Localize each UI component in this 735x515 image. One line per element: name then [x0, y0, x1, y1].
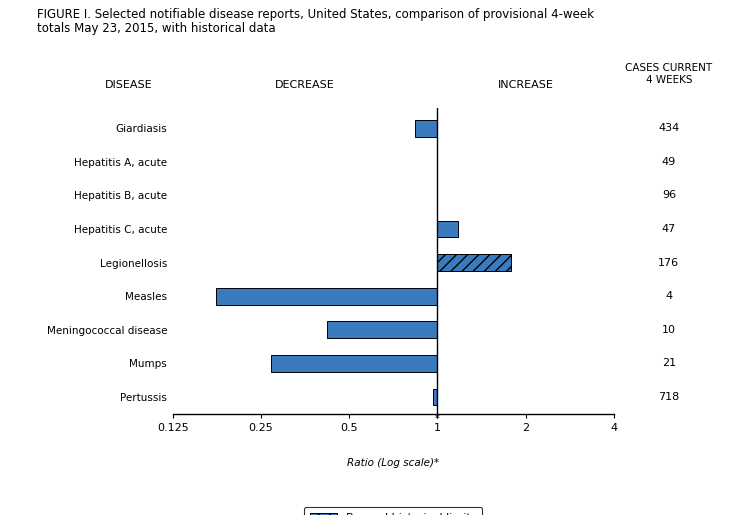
Text: FIGURE I. Selected notifiable disease reports, United States, comparison of prov: FIGURE I. Selected notifiable disease re… [37, 8, 594, 21]
Text: 176: 176 [659, 258, 679, 268]
Text: INCREASE: INCREASE [498, 80, 553, 90]
Bar [270, 355, 437, 372]
Text: 434: 434 [659, 123, 679, 133]
Bar [215, 288, 437, 305]
Text: DISEASE: DISEASE [105, 80, 152, 90]
Text: DECREASE: DECREASE [275, 80, 335, 90]
Bar [327, 321, 437, 338]
Text: 718: 718 [659, 392, 679, 402]
Text: 47: 47 [662, 224, 676, 234]
Text: 21: 21 [662, 358, 676, 368]
X-axis label: Ratio (Log scale)*: Ratio (Log scale)* [347, 458, 440, 468]
Text: CASES CURRENT
4 WEEKS: CASES CURRENT 4 WEEKS [625, 63, 712, 85]
Text: totals May 23, 2015, with historical data: totals May 23, 2015, with historical dat… [37, 22, 276, 35]
Bar [434, 389, 437, 405]
Bar [437, 220, 459, 237]
Bar [415, 120, 437, 136]
Text: 49: 49 [662, 157, 676, 167]
Text: 96: 96 [662, 191, 676, 200]
Text: *: * [435, 414, 440, 424]
Bar [437, 254, 511, 271]
Text: 4: 4 [665, 291, 673, 301]
Text: 10: 10 [662, 325, 676, 335]
Legend: Beyond historical limits: Beyond historical limits [304, 507, 482, 515]
